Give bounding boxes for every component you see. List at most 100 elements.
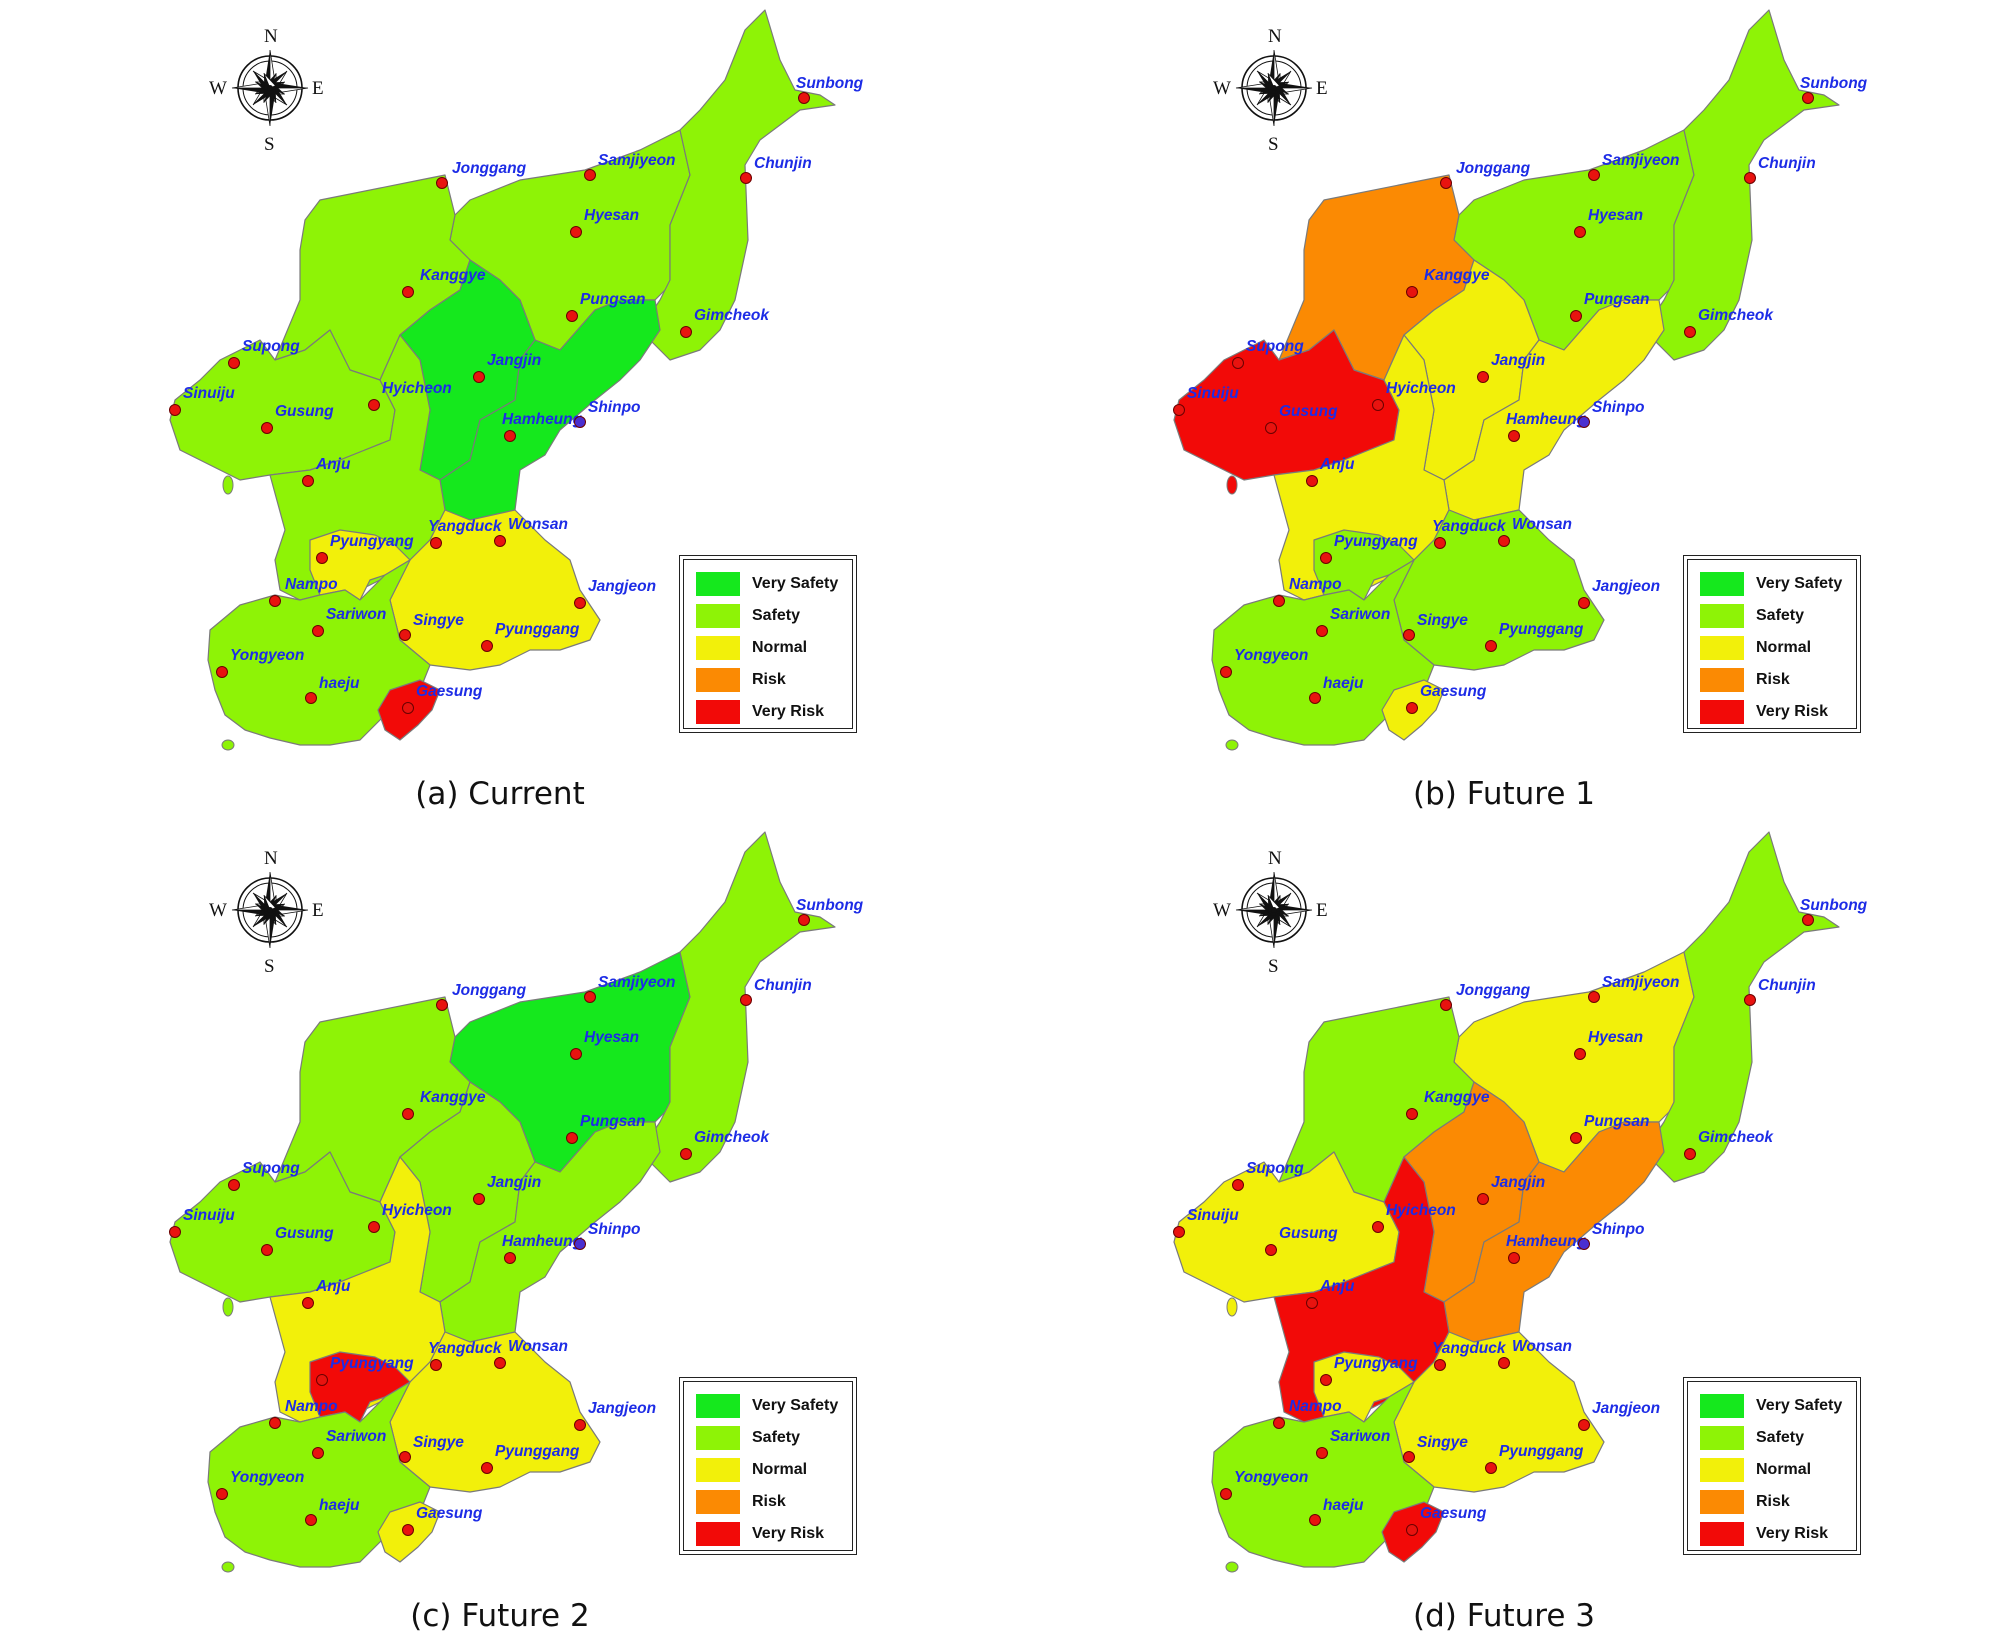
legend-swatch [696, 1426, 740, 1450]
map-panel-future-3: Sunbong Samjiyeon Chunjin Jonggang Hyesan Kan… [1004, 822, 2004, 1640]
legend: Very Safety Safety Normal Risk Very Risk [1683, 555, 1861, 733]
city-label: Supong [1246, 338, 1304, 355]
city-label: Jonggang [1456, 982, 1531, 999]
legend-item: Very Risk [696, 1522, 824, 1546]
city-marker [1403, 1451, 1415, 1463]
city-label: Jonggang [452, 982, 527, 999]
city-marker [680, 326, 692, 338]
city-marker [1220, 1488, 1232, 1500]
legend-item: Risk [696, 1490, 786, 1514]
city-label: Yongyeon [1234, 1469, 1308, 1486]
legend-swatch [696, 1522, 740, 1546]
city-marker [1578, 416, 1590, 428]
city-marker [1173, 404, 1185, 416]
city-marker [504, 1252, 516, 1264]
city-label: Pyunggang [495, 1443, 580, 1460]
city-label: Yongyeon [1234, 647, 1308, 664]
city-marker [1320, 1374, 1332, 1386]
city-marker [574, 416, 586, 428]
city-label: Sariwon [326, 606, 386, 623]
city-marker [584, 169, 596, 181]
city-label: Jangjeon [1592, 1400, 1660, 1417]
legend-item: Very Risk [1700, 1522, 1828, 1546]
legend-swatch [1700, 1522, 1744, 1546]
city-marker [436, 999, 448, 1011]
city-marker [368, 399, 380, 411]
compass-letter-w: W [209, 900, 227, 921]
city-label: Hamheung [502, 1233, 583, 1250]
city-marker [1578, 1419, 1590, 1431]
city-label: Hyicheon [382, 1202, 452, 1219]
city-label: Samjiyeon [1602, 974, 1680, 991]
city-marker [1273, 595, 1285, 607]
city-label: Sariwon [326, 1428, 386, 1445]
island [221, 1561, 235, 1573]
legend-swatch [696, 668, 740, 692]
city-label: Jonggang [1456, 160, 1531, 177]
island [222, 1297, 234, 1317]
city-label: Nampo [285, 576, 338, 593]
city-label: Kanggye [420, 1089, 486, 1106]
city-label: Singye [413, 612, 464, 629]
city-label: Pyunggang [495, 621, 580, 638]
city-label: Singye [1417, 1434, 1468, 1451]
region-hwanghae [207, 1381, 431, 1568]
city-marker [1570, 310, 1582, 322]
city-marker [798, 92, 810, 104]
city-label: Anju [1319, 1278, 1355, 1295]
legend-swatch [1700, 604, 1744, 628]
city-label: Pungsan [580, 1113, 645, 1130]
city-marker [1372, 399, 1384, 411]
city-marker [481, 640, 493, 652]
compass-letter-n: N [1268, 26, 1282, 47]
city-label: Samjiyeon [598, 152, 676, 169]
city-marker [494, 535, 506, 547]
city-marker [1306, 1297, 1318, 1309]
city-marker [302, 1297, 314, 1309]
compass-letter-s: S [1268, 956, 1279, 977]
city-marker [1588, 991, 1600, 1003]
city-marker [574, 1238, 586, 1250]
panel-caption: (b) Future 1 [1412, 776, 1596, 812]
legend: Very Safety Safety Normal Risk Very Risk [1683, 1377, 1861, 1555]
compass-letter-e: E [312, 78, 324, 99]
city-marker [798, 914, 810, 926]
city-label: Shinpo [1592, 399, 1645, 416]
city-label: Sinuiju [1187, 385, 1239, 402]
city-label: Pyungyang [330, 1355, 414, 1372]
region-hwanghae [207, 559, 431, 746]
legend-item: Safety [696, 604, 800, 628]
city-label: Sariwon [1330, 606, 1390, 623]
city-label: Gaesung [1420, 1505, 1487, 1522]
city-label: Singye [1417, 612, 1468, 629]
city-label: haeju [319, 1497, 360, 1514]
city-label: Pungsan [1584, 1113, 1649, 1130]
city-label: Chunjin [1758, 977, 1816, 994]
legend-swatch [696, 636, 740, 660]
city-label: Wonsan [1512, 1338, 1572, 1355]
city-label: Hyesan [584, 1029, 639, 1046]
city-marker [1309, 1514, 1321, 1526]
city-label: Hyesan [1588, 1029, 1643, 1046]
legend-frame: Very Safety Safety Normal Risk Very Risk [683, 1381, 853, 1551]
legend-swatch [1700, 1490, 1744, 1514]
legend-swatch [696, 572, 740, 596]
city-marker [574, 1419, 586, 1431]
legend-label: Safety [752, 607, 801, 624]
region-hamgyong [1443, 299, 1665, 521]
city-label: Gimcheok [1698, 307, 1774, 324]
city-marker [399, 629, 411, 641]
city-label: Yangduck [428, 518, 503, 535]
city-label: Hyicheon [1386, 1202, 1456, 1219]
city-marker [1570, 1132, 1582, 1144]
city-marker [402, 286, 414, 298]
city-label: Nampo [1289, 576, 1342, 593]
region-pyungyang [1313, 529, 1415, 601]
region-hwanghae [1211, 1381, 1435, 1568]
city-label: Shinpo [1592, 1221, 1645, 1238]
city-label: Supong [1246, 1160, 1304, 1177]
city-marker [305, 1514, 317, 1526]
city-marker [1802, 92, 1814, 104]
city-marker [430, 1359, 442, 1371]
city-marker [402, 702, 414, 714]
